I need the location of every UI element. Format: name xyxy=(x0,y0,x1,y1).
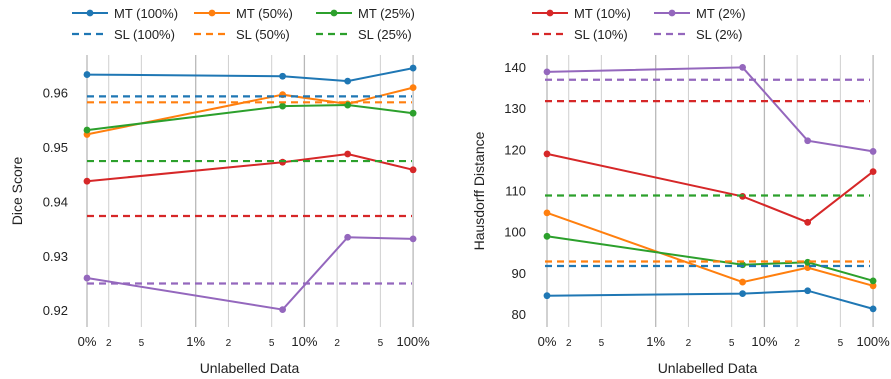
data-point-mt-100 xyxy=(279,72,286,80)
y-tick-label: 140 xyxy=(504,60,526,75)
x-tick-label: 5 xyxy=(838,338,844,349)
legend-marker xyxy=(330,9,338,17)
data-point-mt-100 xyxy=(543,292,551,300)
legend: MT (10%) MT (2%) SL (10%) SL (2%) xyxy=(532,6,746,42)
x-tick-label: 2 xyxy=(334,338,340,349)
data-point-mt-10 xyxy=(409,166,417,174)
legend-label: MT (2%) xyxy=(696,6,746,21)
y-axis-label: Dice Score xyxy=(9,157,25,226)
data-point-mt-2 xyxy=(543,68,551,76)
y-tick-label: 0.92 xyxy=(43,303,68,318)
y-tick-label: 0.93 xyxy=(43,249,68,264)
x-tick-label: 2 xyxy=(226,338,232,349)
y-tick-label: 100 xyxy=(504,225,526,240)
y-tick-label: 0.95 xyxy=(43,140,68,155)
data-point-mt-25 xyxy=(543,232,551,240)
legend-label: SL (25%) xyxy=(358,27,412,42)
x-tick-label: 100% xyxy=(396,334,430,349)
x-tick-label: 0% xyxy=(538,334,557,349)
x-tick-label: 5 xyxy=(378,338,384,349)
series-line-mt-2 xyxy=(86,236,414,311)
data-point-mt-100 xyxy=(869,305,877,313)
data-point-mt-2 xyxy=(869,148,877,155)
data-point-mt-10 xyxy=(543,150,551,158)
legend-label: MT (50%) xyxy=(236,6,293,21)
data-point-mt-10 xyxy=(869,168,877,176)
data-point-mt-25 xyxy=(279,102,286,110)
series-line-mt-50 xyxy=(546,211,874,287)
data-point-mt-2 xyxy=(804,137,812,145)
x-axis-label: Unlabelled Data xyxy=(200,360,300,376)
x-tick-label: 1% xyxy=(186,334,205,349)
data-point-mt-100 xyxy=(739,290,746,298)
legend-label: MT (25%) xyxy=(358,6,415,21)
data-point-mt-10 xyxy=(83,177,91,185)
x-axis-label: Unlabelled Data xyxy=(658,360,758,376)
data-point-mt-2 xyxy=(409,235,417,243)
series-line-mt-100 xyxy=(86,67,414,83)
x-tick-label: 2 xyxy=(794,338,800,349)
y-tick-label: 0.96 xyxy=(43,86,68,101)
y-tick-label: 0.94 xyxy=(43,194,68,209)
series-line-mt-100 xyxy=(546,289,874,310)
legend-label: SL (10%) xyxy=(574,27,628,42)
x-tick-label: 2 xyxy=(106,338,112,349)
data-point-mt-2 xyxy=(739,63,746,71)
legend-label: SL (2%) xyxy=(696,27,742,42)
x-tick-label: 2 xyxy=(566,338,572,349)
x-tick-label: 2 xyxy=(686,338,692,349)
legend-label: MT (100%) xyxy=(114,6,178,21)
legend-label: SL (100%) xyxy=(114,27,175,42)
data-point-mt-25 xyxy=(83,126,91,134)
y-tick-label: 80 xyxy=(512,307,526,322)
y-tick-label: 120 xyxy=(504,142,526,157)
data-point-mt-100 xyxy=(344,77,352,85)
legend-marker xyxy=(668,9,676,17)
hausdorff-distance-chart: 0% 2 5 1% 2 5 10% 2 5 100% 80 90 100 110 120 130 140 Unla… xyxy=(471,6,890,376)
x-tick-label: 100% xyxy=(856,334,890,349)
data-point-mt-100 xyxy=(83,71,91,78)
series-line-mt-10 xyxy=(546,152,874,224)
series-line-mt-2 xyxy=(546,66,874,153)
legend: MT (100%) MT (50%) MT (25%) SL (100%) SL (50… xyxy=(72,6,415,42)
legend-marker xyxy=(86,9,94,17)
legend-label: SL (50%) xyxy=(236,27,290,42)
data-point-mt-2 xyxy=(279,306,286,313)
data-point-mt-50 xyxy=(543,209,551,217)
data-point-mt-2 xyxy=(344,233,352,241)
data-point-mt-10 xyxy=(804,218,812,226)
legend-marker xyxy=(208,9,216,17)
data-point-mt-25 xyxy=(869,277,877,285)
x-tick-label: 10% xyxy=(751,334,777,349)
x-tick-label: 0% xyxy=(78,334,97,349)
x-tick-label: 5 xyxy=(729,338,735,349)
legend-label: MT (10%) xyxy=(574,6,631,21)
data-point-mt-50 xyxy=(869,282,877,290)
x-tick-label: 5 xyxy=(139,338,145,349)
data-point-mt-100 xyxy=(409,64,417,72)
x-tick-label: 5 xyxy=(599,338,605,349)
data-point-mt-50 xyxy=(409,84,417,92)
series-line-mt-25 xyxy=(546,235,874,282)
y-axis-label: Hausdorff Distance xyxy=(471,131,487,250)
dice-score-chart: 0% 2 5 1% 2 5 10% 2 5 100% 0.92 0.93 0.94 0.95 0.96 Unl… xyxy=(9,6,430,376)
legend-marker xyxy=(546,9,554,17)
y-tick-label: 110 xyxy=(505,184,526,199)
x-tick-label: 10% xyxy=(291,334,317,349)
data-point-mt-25 xyxy=(409,109,417,117)
data-point-mt-50 xyxy=(739,278,746,286)
data-point-mt-10 xyxy=(344,150,352,158)
series-line-mt-25 xyxy=(86,103,414,132)
y-tick-label: 130 xyxy=(504,101,526,116)
x-tick-label: 1% xyxy=(646,334,665,349)
series-line-mt-10 xyxy=(86,152,414,183)
y-tick-label: 90 xyxy=(512,266,526,281)
data-point-mt-100 xyxy=(804,287,812,295)
x-tick-label: 5 xyxy=(269,338,275,349)
data-point-mt-2 xyxy=(83,274,91,282)
